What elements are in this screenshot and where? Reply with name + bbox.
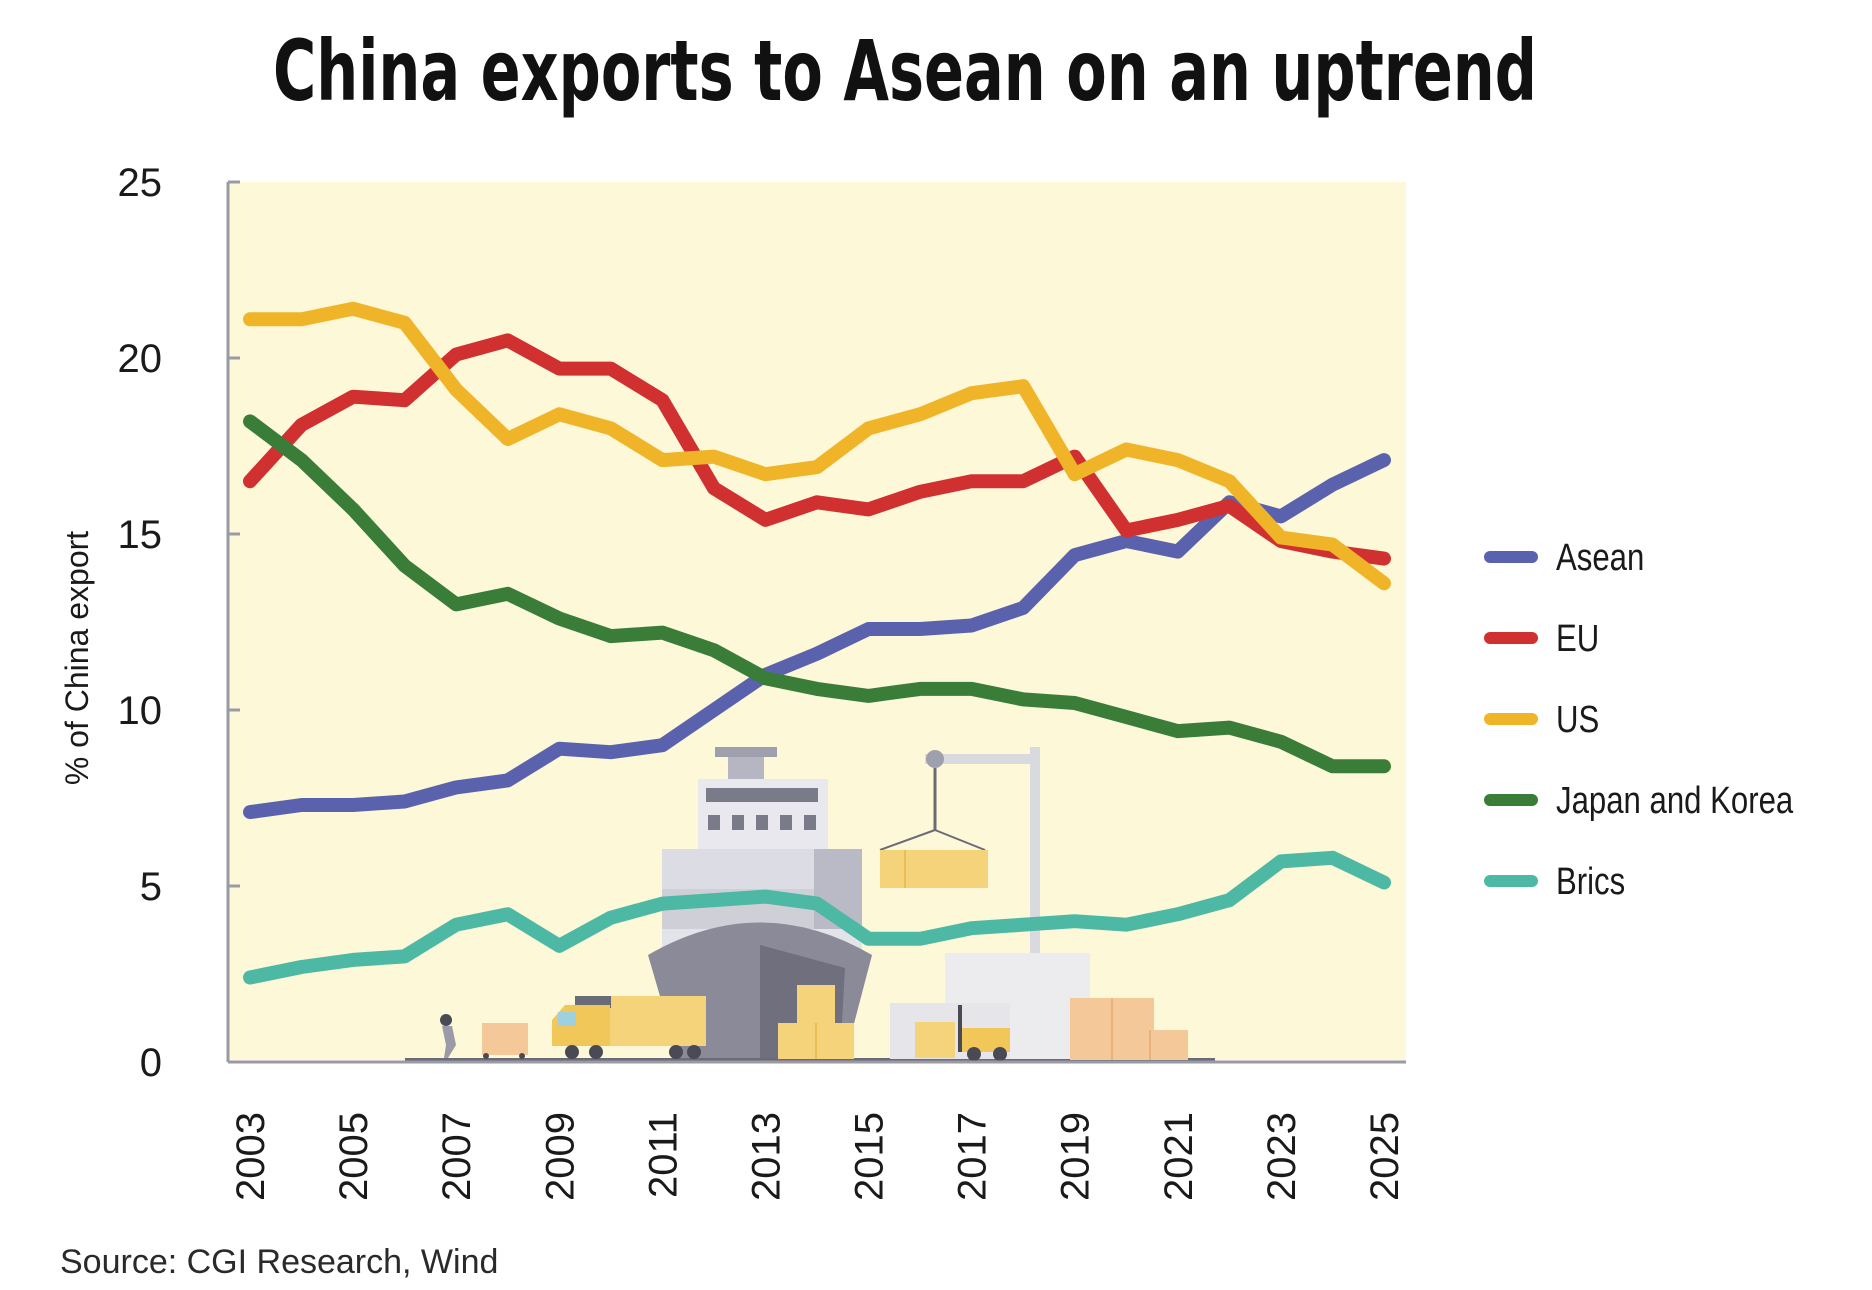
y-tick-label: 15 (118, 513, 163, 557)
x-tick-label: 2003 (229, 1112, 273, 1201)
legend-label-asean: Asean (1556, 537, 1644, 579)
series-line-us (243, 301, 1391, 591)
x-tick-label: 2009 (538, 1112, 582, 1201)
y-tick-label: 25 (118, 161, 163, 205)
x-axis-ticks: 2003 2005 2007 2009 2011 2013 2015 2017 2019 2021… (229, 1112, 1407, 1201)
port-illustration (405, 747, 1215, 1062)
y-tick-label: 20 (118, 337, 163, 381)
y-tick-label: 0 (140, 1041, 162, 1085)
y-tick-label: 5 (140, 865, 162, 909)
source-note: Source: CGI Research, Wind (60, 1243, 498, 1281)
legend-label-japan-and-korea: Japan and Korea (1556, 780, 1794, 822)
series-line-japan-and-korea (243, 414, 1391, 774)
legend-label-eu: EU (1556, 618, 1599, 660)
legend: Asean EU US Japan and Korea Brics (1484, 537, 1794, 903)
y-axis-ticks: 0 5 10 15 20 25 (118, 161, 240, 1085)
series-lines (243, 301, 1391, 985)
x-tick-label: 2025 (1363, 1112, 1407, 1201)
x-tick-label: 2021 (1157, 1112, 1201, 1201)
y-tick-label: 10 (118, 689, 163, 733)
x-tick-label: 2015 (848, 1112, 892, 1201)
series-line-brics (243, 850, 1391, 985)
x-tick-label: 2005 (332, 1112, 376, 1201)
y-axis-label: % of China export (59, 531, 95, 785)
x-tick-label: 2011 (641, 1112, 685, 1198)
x-tick-label: 2023 (1260, 1112, 1304, 1201)
legend-label-us: US (1556, 699, 1599, 741)
chart-title: China exports to Asean on an uptrend (273, 22, 1537, 120)
x-tick-label: 2017 (951, 1112, 995, 1201)
x-tick-label: 2019 (1054, 1112, 1098, 1201)
series-line-asean (243, 453, 1391, 820)
legend-label-brics: Brics (1556, 861, 1625, 903)
x-tick-label: 2013 (744, 1112, 788, 1201)
x-tick-label: 2007 (435, 1112, 479, 1201)
